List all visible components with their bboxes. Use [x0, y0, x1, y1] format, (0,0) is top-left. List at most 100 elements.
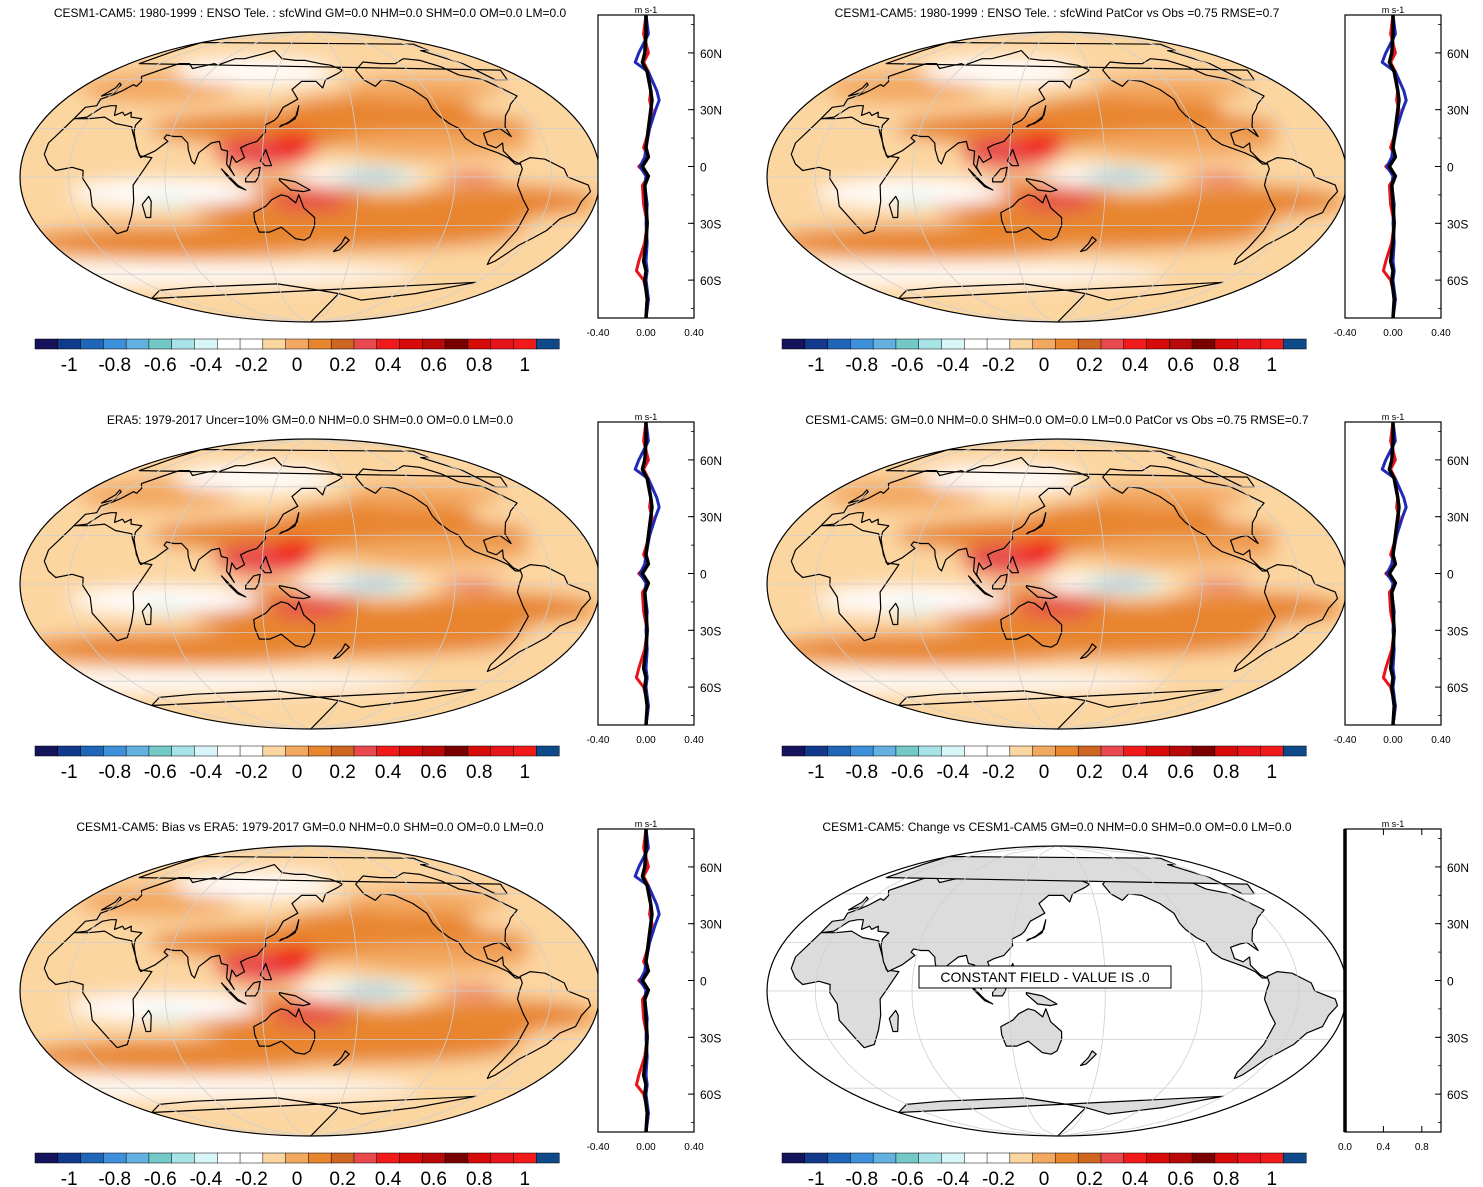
colorbar-swatch [781, 745, 806, 757]
profile-x-label: 0.00 [636, 735, 656, 746]
colorbar-swatch [964, 338, 988, 350]
profile-x-label: 0.0 [1338, 1142, 1352, 1153]
colorbar-swatch [1237, 745, 1261, 757]
colorbar-tick-label: 0.4 [375, 1169, 402, 1187]
colorbar-swatch [148, 1152, 173, 1164]
colorbar: -1 -0.8 -0.6 -0.4 -0.2 0 0.2 0.4 0.6 0.8 1 [781, 1152, 1307, 1187]
colorbar-swatch [1100, 745, 1125, 757]
colorbar-tick-label: 0.8 [1213, 1169, 1239, 1187]
colorbar-swatch [1077, 1152, 1102, 1164]
panel-title: CESM1-CAM5: Bias vs ERA5: 1979-2017 GM=0… [76, 820, 544, 834]
profile-series-mean [1387, 422, 1401, 726]
colorbar-swatch [422, 1152, 446, 1164]
colorbar-swatch [964, 745, 988, 757]
colorbar-swatch [1282, 745, 1307, 757]
colorbar-tick-label: 0 [292, 1169, 303, 1187]
colorbar-swatch [827, 338, 851, 350]
colorbar-swatch [513, 1152, 537, 1164]
colorbar-swatch [148, 745, 173, 757]
colorbar-swatch [194, 745, 218, 757]
colorbar-tick-label: -1 [808, 355, 825, 376]
map-p4 [766, 438, 1348, 730]
profile-frame [1344, 828, 1442, 1133]
profile-x-label: -0.40 [587, 328, 610, 339]
colorbar-swatch [1055, 338, 1079, 350]
profile-lat-label: 30N [1447, 104, 1469, 118]
colorbar-swatch [895, 1152, 920, 1164]
profile-lat-label: 30N [700, 511, 722, 525]
colorbar-swatch [308, 1152, 332, 1164]
profile-x-label: 0.00 [636, 328, 656, 339]
profile-x-label: 0.40 [1431, 735, 1451, 746]
colorbar-swatch [1032, 745, 1056, 757]
colorbar-swatch [804, 338, 829, 350]
colorbar: -1 -0.8 -0.6 -0.4 -0.2 0 0.2 0.4 0.6 0.8 1 [34, 338, 560, 376]
colorbar-tick-label: -0.4 [189, 1169, 222, 1187]
colorbar-tick-label: -0.6 [891, 355, 924, 376]
profile-unit-label: m s-1 [635, 819, 658, 829]
constant-field-text: CONSTANT FIELD - VALUE IS .0 [940, 969, 1149, 985]
profile-unit-label: m s-1 [1382, 5, 1405, 15]
colorbar-tick-label: -0.2 [982, 1169, 1015, 1187]
colorbar-swatch [1032, 1152, 1056, 1164]
colorbar-swatch [444, 1152, 469, 1164]
colorbar-tick-label: -0.8 [845, 1169, 878, 1187]
colorbar-swatch [239, 338, 264, 350]
colorbar-swatch [490, 338, 514, 350]
zonal-profile: 60N 30N 0 30S 60S -0.40 0.00 0.40 m s-1 [587, 5, 722, 339]
colorbar-swatch [57, 745, 82, 757]
colorbar-swatch [1055, 745, 1079, 757]
panel-title: CESM1-CAM5: Change vs CESM1-CAM5 GM=0.0 … [822, 820, 1291, 834]
colorbar-swatch [1100, 1152, 1125, 1164]
profile-lat-label: 0 [1447, 975, 1454, 989]
profile-x-label: 0.40 [1431, 328, 1451, 339]
colorbar-swatch [57, 1152, 82, 1164]
panel-title: CESM1-CAM5: GM=0.0 NHM=0.0 SHM=0.0 OM=0.… [805, 413, 1309, 427]
colorbar-swatch [850, 1152, 874, 1164]
colorbar-swatch [1009, 745, 1034, 757]
profile-lat-label: 30S [1447, 217, 1468, 231]
colorbar-swatch [1146, 338, 1170, 350]
colorbar-tick-label: -0.4 [189, 355, 222, 376]
colorbar-tick-label: 0.2 [1076, 762, 1102, 783]
colorbar-tick-label: -0.2 [235, 355, 268, 376]
colorbar-swatch [918, 1152, 943, 1164]
colorbar-tick-label: 1 [1267, 762, 1278, 783]
panel-title: CESM1-CAM5: 1980-1999 : ENSO Tele. : sfc… [54, 6, 567, 20]
colorbar-swatch [80, 1152, 104, 1164]
profile-lat-label: 60N [700, 454, 722, 468]
colorbar-tick-label: 0.6 [420, 355, 446, 376]
profile-lat-label: 60N [700, 861, 722, 875]
colorbar-tick-label: -0.8 [98, 1169, 131, 1187]
colorbar-swatch [194, 1152, 218, 1164]
profile-series-mean [640, 15, 654, 319]
panel-p3: ERA5: 1979-2017 Uncer=10% GM=0.0 NHM=0.0… [19, 412, 722, 783]
colorbar-tick-label: -0.6 [144, 762, 177, 783]
colorbar-swatch [353, 1152, 378, 1164]
profile-x-label: 0.00 [1383, 328, 1403, 339]
colorbar-swatch [872, 1152, 897, 1164]
profile-x-label: -0.40 [1334, 328, 1357, 339]
colorbar-swatch [171, 338, 196, 350]
panel-p4: CESM1-CAM5: GM=0.0 NHM=0.0 SHM=0.0 OM=0.… [766, 412, 1469, 783]
panel-p6: CESM1-CAM5: Change vs CESM1-CAM5 GM=0.0 … [766, 819, 1469, 1187]
colorbar-swatch [262, 338, 287, 350]
colorbar-swatch [239, 1152, 264, 1164]
colorbar-swatch [1169, 338, 1193, 350]
colorbar-swatch [850, 338, 874, 350]
profile-lat-label: 60S [1447, 274, 1468, 288]
profile-lat-label: 30S [700, 217, 721, 231]
profile-x-label: 0.00 [1383, 735, 1403, 746]
profile-lat-label: 60S [700, 1088, 721, 1102]
colorbar-tick-label: -0.4 [189, 762, 222, 783]
profile-lat-label: 0 [1447, 568, 1454, 582]
colorbar-swatch [399, 338, 423, 350]
colorbar-swatch [57, 338, 82, 350]
map-p6 [766, 845, 1348, 1137]
colorbar: -1 -0.8 -0.6 -0.4 -0.2 0 0.2 0.4 0.6 0.8 1 [34, 1152, 560, 1187]
colorbar-swatch [1009, 1152, 1034, 1164]
colorbar-tick-label: 0.2 [1076, 355, 1102, 376]
colorbar-tick-label: -0.4 [936, 1169, 969, 1187]
colorbar-tick-label: 0.6 [1167, 762, 1193, 783]
